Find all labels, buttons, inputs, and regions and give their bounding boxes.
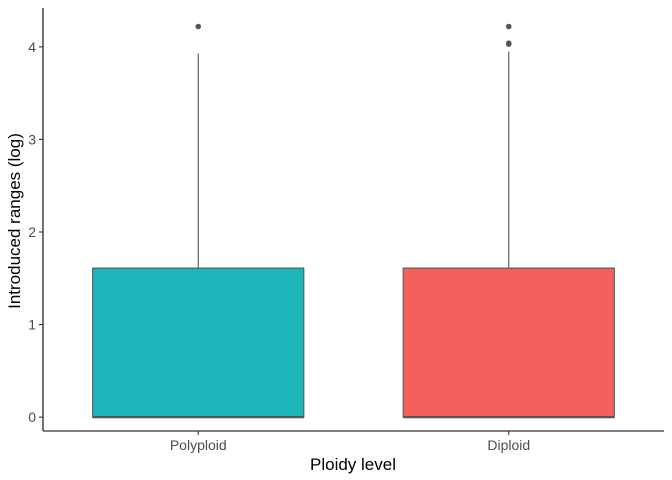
box-polyploid [92, 23, 305, 419]
x-tick-label: Diploid [487, 437, 530, 453]
box-diploid [402, 23, 615, 419]
plot-area [92, 23, 615, 419]
outlier-point [505, 40, 512, 46]
y-tick-label: 0 [28, 409, 36, 425]
x-axis: Polyploid Diploid [43, 430, 664, 453]
y-axis: 0 1 2 3 4 [28, 8, 44, 431]
box-body-diploid [402, 267, 615, 418]
y-tick-label: 3 [28, 131, 36, 147]
y-tick-label: 4 [28, 39, 36, 55]
x-tick-label: Polyploid [170, 437, 227, 453]
y-tick-label: 1 [28, 317, 36, 333]
box-body-polyploid [92, 267, 305, 418]
outlier-point [195, 23, 202, 30]
outlier-point [505, 23, 512, 30]
y-axis-title: Introduced ranges (log) [5, 133, 24, 309]
y-tick-label: 2 [28, 224, 36, 240]
x-axis-title: Ploidy level [310, 455, 396, 474]
